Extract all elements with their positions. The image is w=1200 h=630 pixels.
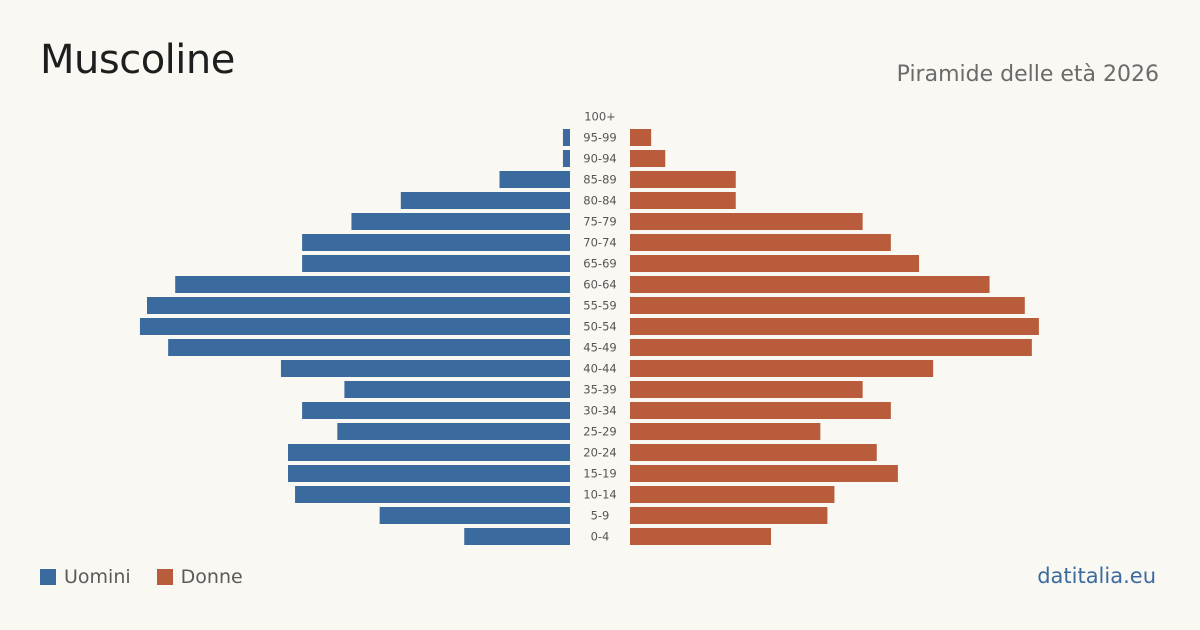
bar-men-85-89 xyxy=(499,171,570,188)
bar-women-80-84 xyxy=(630,192,736,209)
age-label-40-44: 40-44 xyxy=(583,362,616,376)
bar-men-60-64 xyxy=(175,276,570,293)
age-label-0-4: 0-4 xyxy=(591,530,610,544)
bar-men-65-69 xyxy=(302,255,570,272)
legend-swatch-men xyxy=(40,569,56,585)
bar-men-25-29 xyxy=(337,423,570,440)
bar-women-90-94 xyxy=(630,150,666,167)
age-label-45-49: 45-49 xyxy=(583,341,616,355)
legend-item-men: Uomini xyxy=(40,566,131,588)
bar-men-5-9 xyxy=(379,507,570,524)
age-label-85-89: 85-89 xyxy=(583,173,616,187)
brand-link[interactable]: datitalia.eu xyxy=(1037,564,1156,588)
bar-men-45-49 xyxy=(168,339,570,356)
age-label-35-39: 35-39 xyxy=(583,383,616,397)
bar-women-25-29 xyxy=(630,423,821,440)
bar-men-35-39 xyxy=(344,381,570,398)
bar-women-50-54 xyxy=(630,318,1039,335)
age-label-55-59: 55-59 xyxy=(583,299,616,313)
bar-men-10-14 xyxy=(295,486,570,503)
age-label-80-84: 80-84 xyxy=(583,194,616,208)
age-label-30-34: 30-34 xyxy=(583,404,616,418)
legend-label-men: Uomini xyxy=(64,566,131,588)
bar-men-0-4 xyxy=(464,528,570,545)
age-label-5-9: 5-9 xyxy=(591,509,610,523)
bar-women-55-59 xyxy=(630,297,1025,314)
bar-women-60-64 xyxy=(630,276,990,293)
bar-men-90-94 xyxy=(562,150,570,167)
legend: Uomini Donne xyxy=(40,566,269,588)
chart-subtitle: Piramide delle età 2026 xyxy=(896,62,1159,87)
bar-men-20-24 xyxy=(288,444,570,461)
bar-women-65-69 xyxy=(630,255,920,272)
bar-women-35-39 xyxy=(630,381,863,398)
legend-swatch-women xyxy=(156,569,173,585)
bar-women-85-89 xyxy=(630,171,736,188)
bar-men-70-74 xyxy=(302,234,570,251)
age-label-10-14: 10-14 xyxy=(583,488,616,502)
bar-women-10-14 xyxy=(630,486,835,503)
bar-men-15-19 xyxy=(288,465,570,482)
age-label-90-94: 90-94 xyxy=(583,152,616,166)
bar-women-70-74 xyxy=(630,234,891,251)
bar-women-40-44 xyxy=(630,360,934,377)
bar-men-40-44 xyxy=(280,360,570,377)
age-label-70-74: 70-74 xyxy=(583,236,616,250)
age-label-95-99: 95-99 xyxy=(583,131,616,145)
age-label-100plus: 100+ xyxy=(584,110,616,124)
bar-women-45-49 xyxy=(630,339,1032,356)
age-label-20-24: 20-24 xyxy=(583,446,616,460)
bar-men-80-84 xyxy=(400,192,570,209)
age-label-60-64: 60-64 xyxy=(583,278,616,292)
age-label-25-29: 25-29 xyxy=(583,425,616,439)
chart-title: Muscoline xyxy=(40,37,235,83)
bar-women-0-4 xyxy=(630,528,771,545)
bar-women-20-24 xyxy=(630,444,877,461)
bar-women-5-9 xyxy=(630,507,828,524)
age-label-50-54: 50-54 xyxy=(583,320,616,334)
age-label-75-79: 75-79 xyxy=(583,215,616,229)
age-label-65-69: 65-69 xyxy=(583,257,616,271)
bar-women-95-99 xyxy=(630,129,652,146)
legend-label-women: Donne xyxy=(180,566,243,588)
bar-men-75-79 xyxy=(351,213,570,230)
bar-women-30-34 xyxy=(630,402,891,419)
bar-men-50-54 xyxy=(139,318,570,335)
bar-men-95-99 xyxy=(562,129,570,146)
legend-item-women: Donne xyxy=(156,566,243,588)
bar-women-15-19 xyxy=(630,465,898,482)
bar-men-30-34 xyxy=(302,402,570,419)
bar-men-55-59 xyxy=(147,297,570,314)
age-label-15-19: 15-19 xyxy=(583,467,616,481)
bar-women-75-79 xyxy=(630,213,863,230)
